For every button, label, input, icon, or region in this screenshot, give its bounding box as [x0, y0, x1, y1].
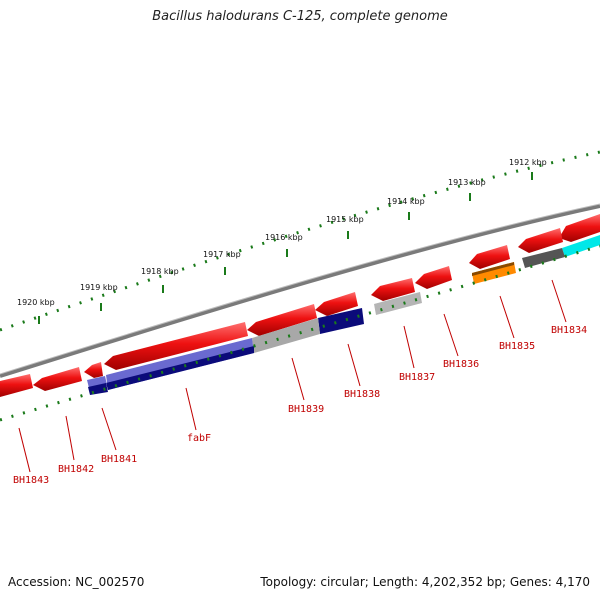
gene-arrow-bh1834[interactable] [559, 214, 600, 242]
gene-label[interactable]: BH1842 [58, 464, 94, 475]
gene-arrow-bh1837[interactable] [415, 266, 452, 289]
gene-arrow-bh1839[interactable] [247, 304, 317, 336]
gene-arrow-bh1841[interactable] [84, 362, 103, 378]
kbp-label: 1916 kbp [265, 233, 303, 242]
gene-labels: BH1834 BH1835 BH1836 BH1837 BH1838 BH183… [13, 325, 587, 486]
kbp-label: 1915 kbp [326, 215, 364, 224]
kbp-label: 1914 kbp [387, 197, 425, 206]
kbp-label: 1917 kbp [203, 250, 241, 259]
kbp-label: 1913 kbp [448, 178, 486, 187]
gene-label[interactable]: BH1838 [344, 389, 380, 400]
kbp-scale: 1912 kbp 1913 kbp 1914 kbp 1915 kbp 1916… [17, 158, 547, 324]
feature-track [87, 235, 600, 395]
genome-backbone-highlight [0, 203, 600, 375]
leader-line [291, 357, 305, 401]
kbp-label: 1919 kbp [80, 283, 118, 292]
map-title: Bacillus halodurans C-125, complete geno… [152, 9, 448, 24]
gene-label[interactable]: BH1836 [443, 359, 479, 370]
gene-arrow-bh1837b[interactable] [371, 278, 415, 301]
kbp-label: 1912 kbp [509, 158, 547, 167]
gene-arrow-bh1838[interactable] [315, 292, 358, 316]
accession-label: Accession: NC_002570 [8, 575, 145, 589]
gene-arrow-fabf[interactable] [104, 322, 248, 370]
leader-line [499, 295, 515, 339]
leader-line [347, 343, 361, 387]
kbp-label: 1918 kbp [141, 267, 179, 276]
gene-arrow-bh1843[interactable] [0, 374, 33, 397]
leader-line [185, 387, 197, 431]
gene-label[interactable]: BH1841 [101, 454, 137, 465]
feature-bar-orange-edge [472, 262, 514, 276]
topology-label: Topology: circular; Length: 4,202,352 bp… [260, 575, 590, 589]
gene-label[interactable]: BH1834 [551, 325, 587, 336]
kbp-label: 1920 kbp [17, 298, 55, 307]
genome-backbone [0, 204, 600, 378]
gene-arrow-bh1835-region[interactable] [518, 228, 563, 253]
feature-bar-navy-lower[interactable] [106, 346, 254, 390]
gene-label[interactable]: BH1843 [13, 475, 49, 486]
feature-bar-cyan[interactable] [562, 235, 600, 257]
leader-line [101, 407, 117, 451]
leader-line [403, 325, 415, 369]
gene-arrow-bh1842[interactable] [33, 367, 82, 391]
feature-bar-navy[interactable] [318, 308, 364, 334]
leader-line [443, 313, 459, 357]
gene-label[interactable]: BH1837 [399, 372, 435, 383]
gene-label[interactable]: BH1835 [499, 341, 535, 352]
gene-label[interactable]: BH1839 [288, 404, 324, 415]
gene-label[interactable]: fabF [187, 433, 211, 444]
feature-bar-darkgrey[interactable] [522, 248, 565, 268]
leader-line [18, 427, 31, 473]
leader-line [551, 279, 567, 323]
gene-arrow-bh1836[interactable] [469, 245, 510, 269]
feature-bar-orange[interactable] [472, 262, 516, 284]
feature-bar-lightgrey[interactable] [374, 292, 422, 315]
feature-bar-grey[interactable] [252, 318, 320, 353]
leader-line [65, 415, 75, 461]
gene-label-leaders [18, 279, 567, 473]
forward-strand-genes [0, 214, 600, 397]
